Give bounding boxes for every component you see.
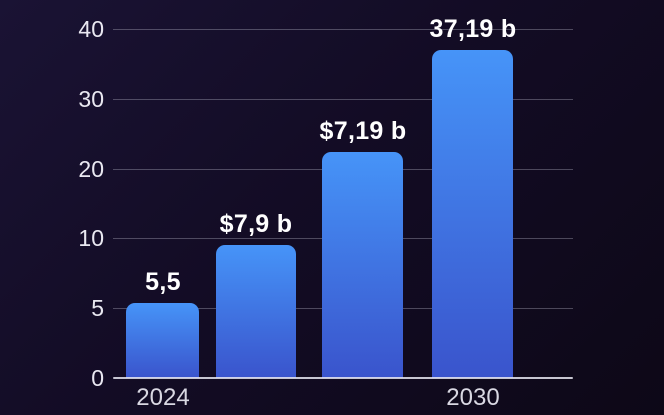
bar-value-label: $7,19 b — [319, 117, 407, 145]
y-tick-label: 20 — [78, 156, 104, 182]
bar-value-label: 5,5 — [145, 268, 181, 296]
x-axis-line — [113, 377, 573, 379]
bar-value-label: $7,9 b — [219, 210, 293, 238]
bar-series-3 — [322, 152, 403, 378]
y-tick-label: 5 — [91, 295, 104, 321]
y-tick-label: 30 — [78, 86, 104, 112]
x-axis-label-2030: 2030 — [446, 384, 500, 411]
bar-series-2 — [216, 245, 296, 378]
x-axis-label-2024: 2024 — [136, 384, 190, 411]
y-tick-label: 0 — [91, 365, 104, 391]
bar-2024 — [126, 303, 199, 378]
y-tick-label: 40 — [78, 16, 104, 42]
bar-2030 — [432, 50, 513, 378]
gridline-40 — [113, 29, 573, 30]
gridline-30 — [113, 99, 573, 100]
y-tick-label: 10 — [78, 225, 104, 251]
bar-value-label: 37,19 b — [429, 15, 517, 43]
